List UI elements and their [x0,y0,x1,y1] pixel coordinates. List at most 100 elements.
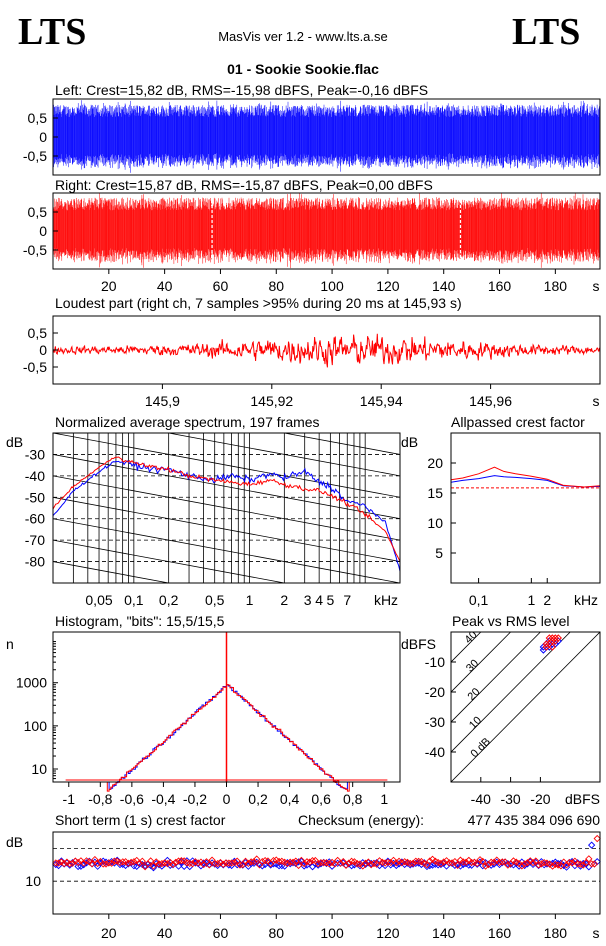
short-term-frame [52,831,601,915]
short-term-right-point [194,859,202,867]
short-term-xtick-label: 100 [320,925,344,941]
short-term-ytick-label: 10 [25,873,41,889]
peak-vs-rms-ylabel: dBFS [401,636,436,652]
short-term-xtick-label: 180 [544,925,568,941]
short-term-right-point [406,859,414,868]
short-term-right-point [437,859,445,868]
short-term-right-point [135,859,144,867]
short-term-right-point [465,856,473,865]
peak-vs-rms-crest-line [451,632,482,663]
peak-vs-rms-ytick-label: -30 [425,714,445,730]
spectrum-xtick-label: 1 [246,592,254,608]
allpassed-frame [450,432,601,584]
peak-vs-rms-crest-label: 30 [464,657,481,674]
short-term-right-point [392,859,400,867]
peak-vs-rms-frame [450,631,601,783]
allpassed-xtick-label: 2 [543,592,551,608]
right-waveform-signal [52,193,601,269]
short-term-left-point [473,860,481,868]
short-term-right-point [479,857,487,866]
histogram-title: Histogram, "bits": 15,5/15,5 [55,613,225,629]
short-term-right-point [127,858,135,867]
peak-vs-rms-ytick-label: -10 [425,654,445,670]
short-term-right-point [222,859,230,867]
short-term-right-point [459,858,467,866]
short-term-left-point [587,841,596,849]
short-term-right-point [300,859,308,868]
histogram-xtick-label: 0,8 [343,791,363,807]
short-term-right-point [521,860,529,868]
spectrum-slope-line [166,433,400,477]
right-waveform-xtick-label: 20 [101,278,117,294]
short-term-right-point [350,858,359,866]
short-term-right-point [504,861,512,869]
loudest-part-xtick-label: 145,92 [250,393,293,409]
allpassed-title: Allpassed crest factor [451,414,585,430]
short-term-right-point [562,861,571,869]
histogram-left-series [68,684,386,790]
spectrum-ylabel: dB [6,434,23,450]
short-term-left-point [200,859,208,867]
short-term-left-point [297,857,306,866]
short-term-right-point [342,861,350,869]
peak-vs-rms-right-point [548,643,557,651]
right-waveform-plot: 0,5 0 -0,5 20 40 60 80 100 120 140 160 180 s [23,192,601,294]
short-term-right-point [387,858,395,867]
peak-vs-rms-ytick-label: -20 [425,684,445,700]
short-term-left-point [451,861,459,869]
short-term-left-point [166,861,174,869]
short-term-right-point [537,860,546,868]
allpassed-xtick-label: 0,1 [469,592,489,608]
peak-vs-rms-crest-line [451,632,571,753]
short-term-right-point [336,859,345,867]
short-term-right-point [236,861,244,869]
short-term-right-point [546,860,554,868]
left-waveform-plot: 0,5 0 -0,5 [23,98,601,176]
short-term-right-point [481,862,490,870]
short-term-xtick-label: 20 [101,925,117,941]
short-term-right-point [448,859,456,867]
peak-vs-rms-crest-line [451,632,541,723]
short-term-right-point [409,859,417,867]
short-term-right-point [356,860,364,868]
right-waveform-ytick-label: -0,5 [23,242,47,258]
short-term-right-point [381,859,389,867]
short-term-left-point [543,860,551,868]
short-term-right-point [454,861,462,869]
short-term-right-point [253,855,261,863]
right-waveform-xtick-label: 180 [544,278,568,294]
short-term-right-point [590,860,599,868]
histogram-ytick-label: 100 [24,718,48,734]
short-term-xtick-label: 140 [432,925,456,941]
short-term-right-point [275,857,283,866]
short-term-right-point [585,855,593,863]
peak-vs-rms-right-point [542,640,551,648]
short-term-right-point [487,858,495,866]
short-term-right-point [258,857,266,866]
short-term-right-point [484,860,493,869]
short-term-left-point [74,862,82,871]
spectrum-xtick-label: 0,5 [205,592,225,608]
short-term-right-point [593,834,601,843]
short-term-left-point [294,858,303,866]
short-term-right-point [227,859,236,867]
short-term-ylabel: dB [6,834,23,850]
short-term-right-point [166,858,174,867]
short-term-left-point [275,862,283,870]
spectrum-xtick-label: 5 [326,592,334,608]
loudest-part-title: Loudest part (right ch, 7 samples >95% d… [55,295,462,311]
short-term-right-point [426,857,434,865]
short-term-left-point [141,861,149,870]
short-term-right-point [317,859,325,867]
short-term-right-point [498,858,506,866]
left-waveform-ytick-label: 0,5 [28,110,48,126]
right-waveform-xtick-label: 100 [320,278,344,294]
spectrum-ytick-label: -60 [25,511,45,527]
histogram-xtick-label: 0 [223,791,231,807]
short-term-right-point [177,857,186,865]
short-term-right-point [102,860,110,868]
allpassed-ytick-label: 15 [427,485,443,501]
peak-vs-rms-title: Peak vs RMS level [452,613,569,629]
short-term-right-point [230,858,239,867]
